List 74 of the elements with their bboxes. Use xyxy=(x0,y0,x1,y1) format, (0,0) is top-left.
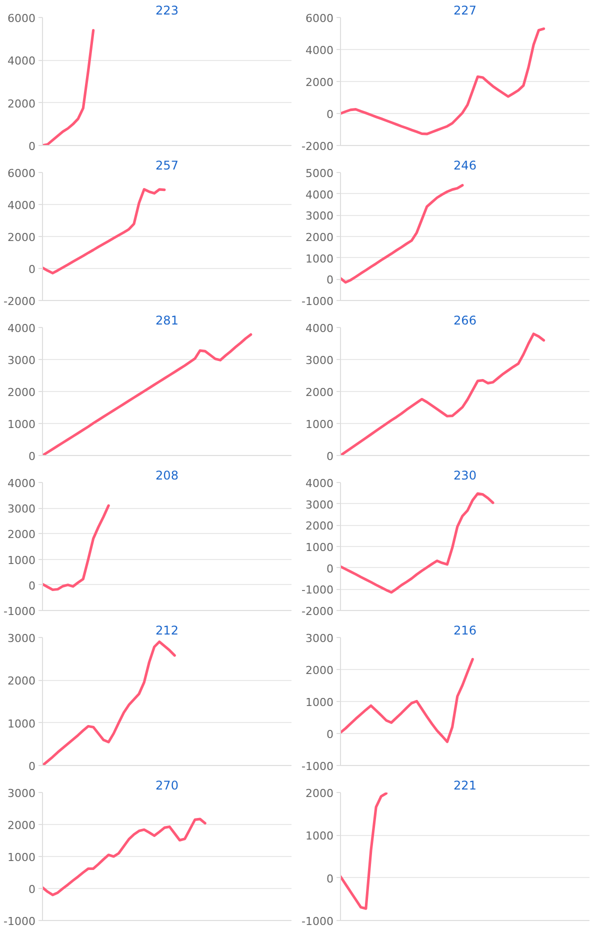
chart-title: 230 xyxy=(454,468,476,482)
chart-title: 270 xyxy=(156,778,178,792)
y-tick-label: 1000 xyxy=(306,418,334,431)
y-tick-label: 1000 xyxy=(8,554,36,567)
y-tick-label: -1000 xyxy=(4,605,36,618)
y-tick-label: 4000 xyxy=(8,322,36,335)
y-tick-label: -1000 xyxy=(302,584,334,597)
chart-title: 221 xyxy=(454,778,476,792)
y-tick-label: -2000 xyxy=(302,605,334,618)
y-tick-label: -1000 xyxy=(302,915,334,928)
y-tick-label: 0 xyxy=(28,263,36,276)
y-tick-label: 1000 xyxy=(8,851,36,864)
chart-title: 257 xyxy=(156,158,178,172)
chart-title: 266 xyxy=(454,314,476,328)
y-tick-label: 0 xyxy=(28,140,36,153)
chart-title: 208 xyxy=(156,468,178,482)
y-tick-label: 2000 xyxy=(306,664,334,677)
y-tick-label: 0 xyxy=(326,108,334,121)
y-tick-label: 2000 xyxy=(8,819,36,832)
y-tick-label: 2000 xyxy=(8,528,36,542)
chart-title: 227 xyxy=(454,4,476,18)
y-tick-label: 0 xyxy=(326,562,334,576)
y-tick-label: 0 xyxy=(28,450,36,463)
y-tick-label: 3000 xyxy=(8,787,36,800)
y-tick-label: 4000 xyxy=(8,54,36,68)
y-tick-label: 0 xyxy=(28,579,36,592)
y-tick-label: -1000 xyxy=(302,760,334,773)
y-tick-label: 2000 xyxy=(8,97,36,110)
y-tick-label: 0 xyxy=(326,728,334,741)
y-tick-label: 2000 xyxy=(8,231,36,244)
y-tick-label: 6000 xyxy=(8,167,36,180)
y-tick-label: 3000 xyxy=(306,354,334,367)
y-tick-label: 4000 xyxy=(306,477,334,490)
y-tick-label: 1000 xyxy=(306,541,334,554)
y-tick-label: 5000 xyxy=(306,167,334,180)
y-tick-label: 0 xyxy=(326,274,334,287)
y-tick-label: -1000 xyxy=(302,295,334,308)
y-tick-label: 4000 xyxy=(8,199,36,212)
y-tick-label: 3000 xyxy=(306,498,334,512)
y-tick-label: 4000 xyxy=(306,44,334,57)
chart-title: 223 xyxy=(156,4,178,18)
chart-title: 246 xyxy=(454,158,476,172)
y-tick-label: 1000 xyxy=(8,717,36,730)
y-tick-label: 2000 xyxy=(8,674,36,688)
y-tick-label: 2000 xyxy=(306,787,334,800)
y-tick-label: -2000 xyxy=(302,140,334,153)
y-tick-label: 3000 xyxy=(306,210,334,223)
y-tick-label: 3000 xyxy=(8,502,36,516)
y-tick-label: 1000 xyxy=(306,830,334,843)
y-tick-label: 2000 xyxy=(306,76,334,89)
y-tick-label: 6000 xyxy=(8,12,36,25)
y-tick-label: 1000 xyxy=(306,696,334,709)
y-tick-label: 0 xyxy=(28,883,36,896)
y-tick-label: 3000 xyxy=(8,354,36,367)
chart-title: 281 xyxy=(156,314,178,328)
y-tick-label: 2000 xyxy=(306,520,334,533)
y-tick-label: 6000 xyxy=(306,12,334,25)
y-tick-label: 0 xyxy=(28,760,36,773)
y-tick-label: 0 xyxy=(326,450,334,463)
y-tick-label: 0 xyxy=(326,872,334,886)
chart-title: 216 xyxy=(454,624,476,638)
y-tick-label: 4000 xyxy=(8,477,36,490)
y-tick-label: 4000 xyxy=(306,188,334,202)
y-tick-label: 2000 xyxy=(306,386,334,399)
y-tick-label: 1000 xyxy=(8,418,36,431)
y-tick-label: 3000 xyxy=(306,632,334,645)
y-tick-label: 2000 xyxy=(8,386,36,399)
y-tick-label: 1000 xyxy=(306,252,334,266)
chart-title: 212 xyxy=(156,624,178,638)
y-tick-label: 3000 xyxy=(8,632,36,645)
y-tick-label: -1000 xyxy=(4,915,36,928)
y-tick-label: 2000 xyxy=(306,231,334,244)
y-tick-label: -2000 xyxy=(4,295,36,308)
y-tick-label: 4000 xyxy=(306,322,334,335)
